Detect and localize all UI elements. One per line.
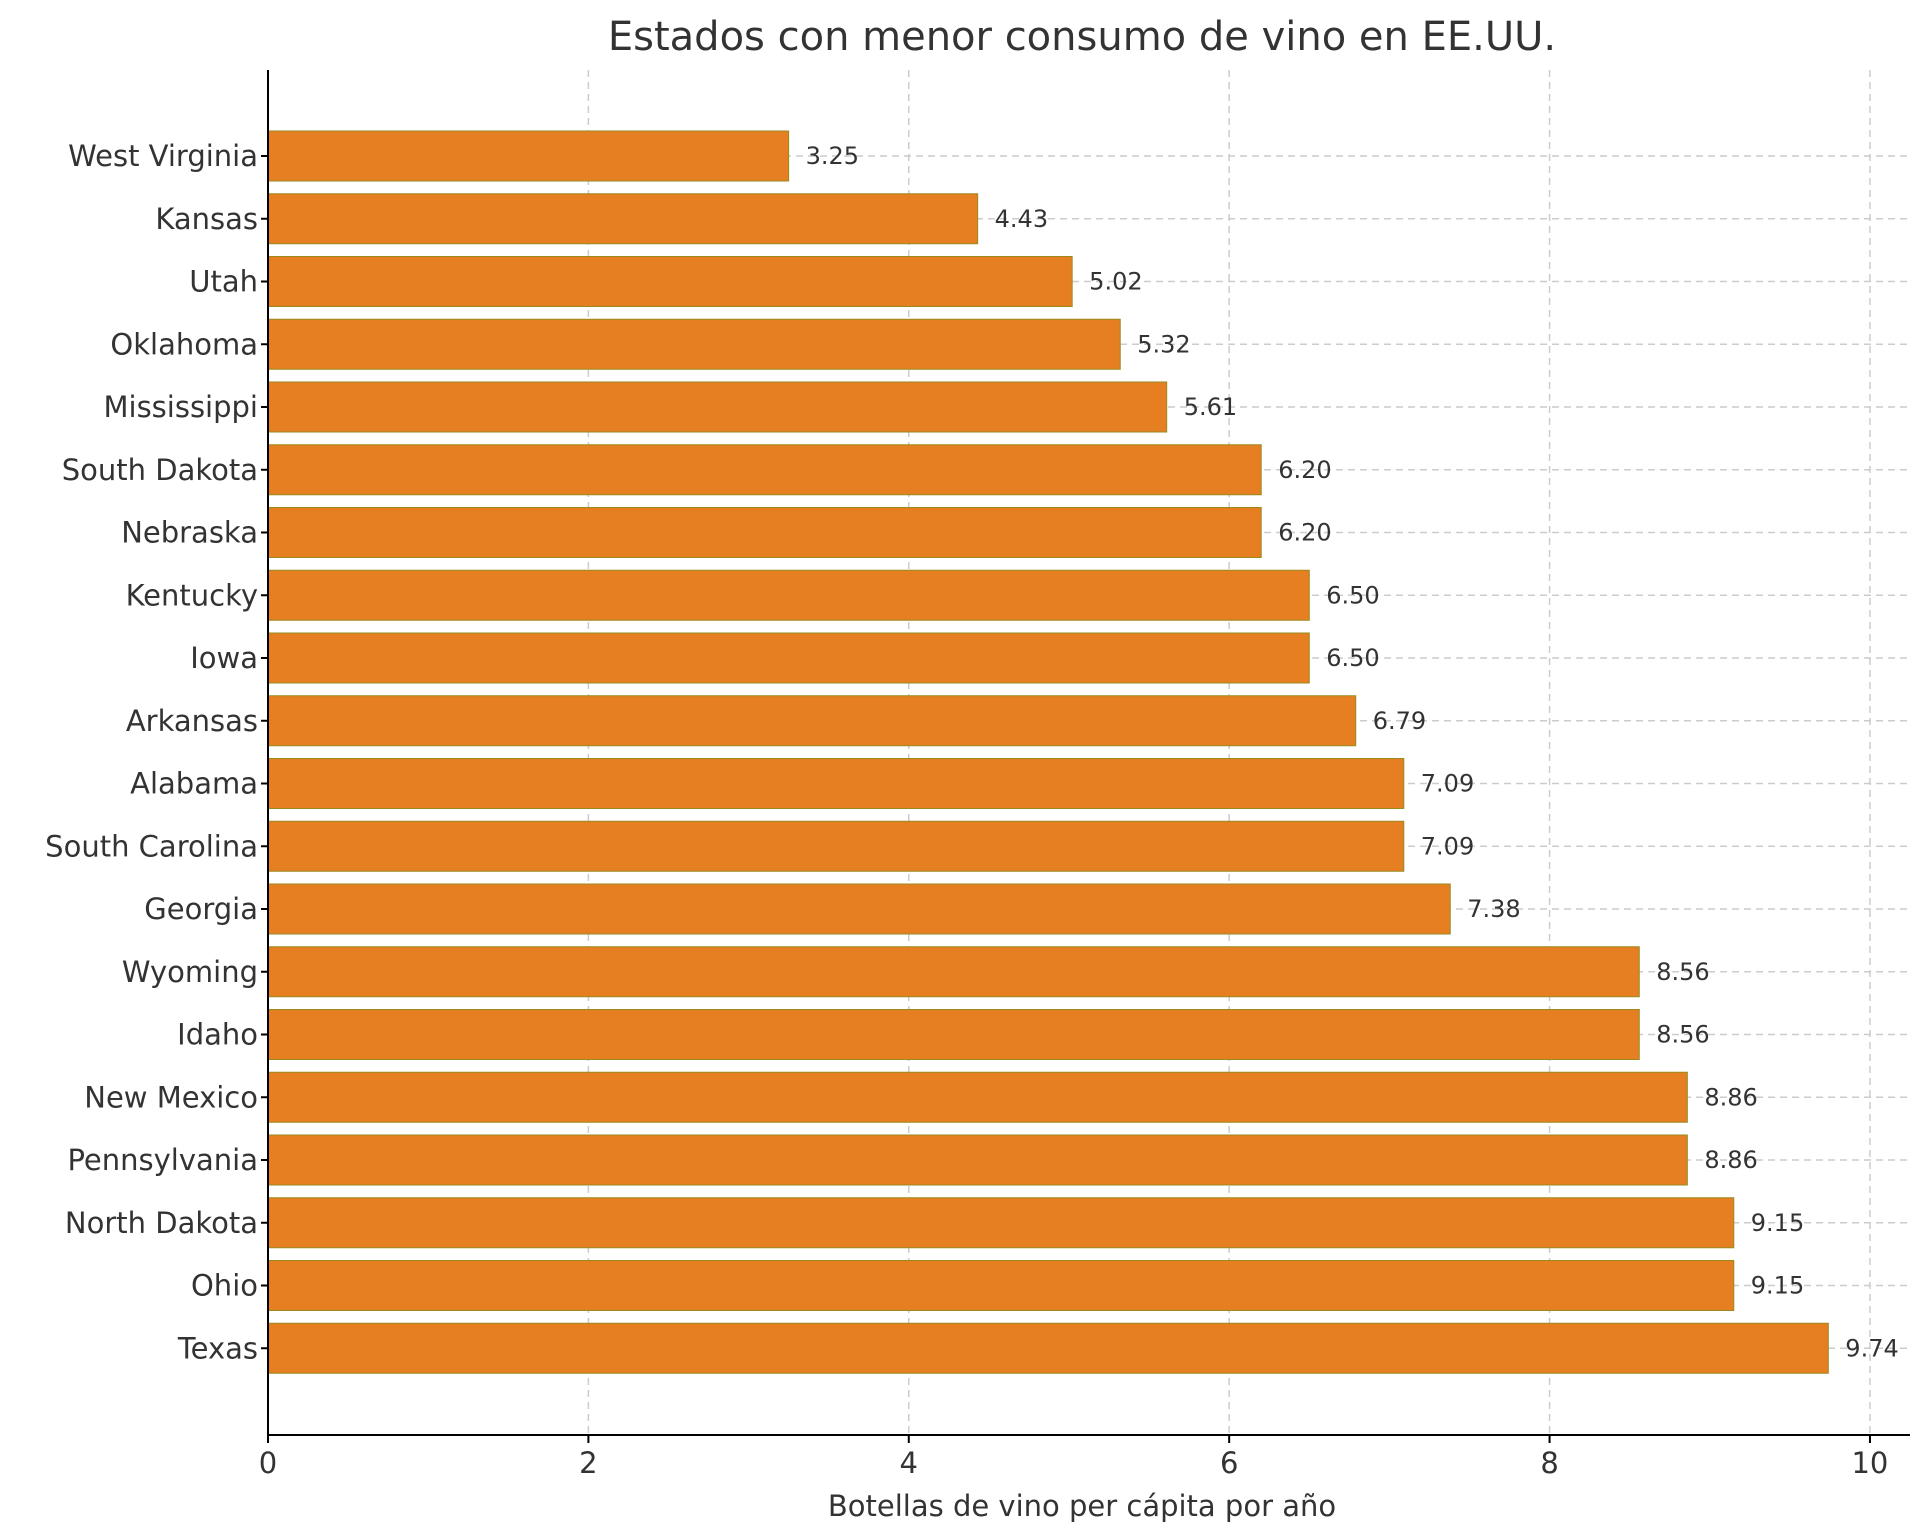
- bar-value-label: 6.20: [1278, 456, 1331, 484]
- bar: [267, 569, 1310, 621]
- category-label: Kansas: [155, 202, 258, 236]
- bar: [267, 1197, 1735, 1249]
- bar: [267, 130, 790, 182]
- category-label: Oklahoma: [110, 327, 258, 361]
- bar-value-label: 7.09: [1421, 770, 1474, 798]
- category-label: North Dakota: [65, 1206, 258, 1240]
- x-tick-label: 10: [1851, 1446, 1888, 1480]
- category-label: West Virginia: [68, 139, 258, 173]
- bar: [267, 883, 1451, 935]
- category-label: Nebraska: [121, 516, 258, 550]
- category-label: Wyoming: [122, 955, 258, 989]
- bar-value-label: 6.50: [1326, 581, 1379, 609]
- category-label: New Mexico: [84, 1080, 258, 1114]
- bar-value-label: 3.25: [806, 142, 859, 170]
- bar-value-label: 5.32: [1137, 330, 1190, 358]
- category-label: Texas: [177, 1331, 258, 1365]
- bar-value-label: 5.61: [1184, 393, 1237, 421]
- bar-value-label: 7.09: [1421, 832, 1474, 860]
- bar-value-label: 4.43: [995, 205, 1048, 233]
- x-tick-label: 4: [900, 1446, 918, 1480]
- category-label: Iowa: [190, 641, 258, 675]
- bar: [267, 1009, 1640, 1060]
- category-label: South Carolina: [45, 829, 258, 863]
- x-axis-label: Botellas de vino per cápita por año: [828, 1489, 1336, 1523]
- bar: [267, 507, 1262, 558]
- x-tick-label: 2: [579, 1446, 597, 1480]
- bar: [267, 695, 1357, 747]
- value-labels: 3.25 4.43 5.02 5.32 5.61 6.20 6.20 6.50 6.50 6.79…: [806, 142, 1899, 1362]
- bar: [267, 381, 1168, 433]
- x-tick-label: 0: [259, 1446, 277, 1480]
- bar: [267, 1134, 1688, 1186]
- axes: [261, 70, 1910, 1443]
- bar-value-label: 6.50: [1326, 644, 1379, 672]
- bar-value-label: 9.15: [1751, 1272, 1804, 1300]
- bars: [267, 130, 1829, 1374]
- bar: [267, 256, 1073, 307]
- bar-value-label: 6.20: [1278, 519, 1331, 547]
- bar: [267, 1322, 1829, 1374]
- bar-value-label: 9.74: [1845, 1334, 1898, 1362]
- category-label: South Dakota: [62, 453, 258, 487]
- category-label: Utah: [189, 265, 258, 299]
- bar: [267, 318, 1121, 370]
- bar: [267, 946, 1640, 998]
- x-tick-label: 6: [1220, 1446, 1238, 1480]
- category-label: Idaho: [177, 1018, 258, 1052]
- bar-value-label: 8.56: [1656, 958, 1709, 986]
- category-label: Georgia: [144, 892, 258, 926]
- bar-value-label: 8.56: [1656, 1021, 1709, 1049]
- category-label: Alabama: [130, 767, 258, 801]
- bar: [267, 632, 1310, 684]
- bar: [267, 193, 979, 245]
- category-labels: West Virginia Kansas Utah Oklahoma Mississip…: [45, 139, 258, 1365]
- bar-value-label: 6.79: [1373, 707, 1426, 735]
- x-tick-labels: 0 2 4 6 8 10: [259, 1446, 1889, 1480]
- bar: [267, 820, 1405, 872]
- x-tick-label: 8: [1540, 1446, 1558, 1480]
- chart-title: Estados con menor consumo de vino en EE.…: [608, 14, 1556, 60]
- bar-value-label: 8.86: [1704, 1146, 1757, 1174]
- category-label: Pennsylvania: [67, 1143, 258, 1177]
- bar: [267, 758, 1405, 809]
- bar-value-label: 8.86: [1704, 1083, 1757, 1111]
- bar-value-label: 7.38: [1467, 895, 1520, 923]
- bar-value-label: 5.02: [1089, 268, 1142, 296]
- category-label: Kentucky: [126, 578, 258, 612]
- bar-value-label: 9.15: [1751, 1209, 1804, 1237]
- category-label: Arkansas: [126, 704, 258, 738]
- bar: [267, 444, 1262, 496]
- category-label: Ohio: [191, 1269, 258, 1303]
- bar: [267, 1260, 1735, 1311]
- category-label: Mississippi: [103, 390, 258, 424]
- bar: [267, 1071, 1688, 1123]
